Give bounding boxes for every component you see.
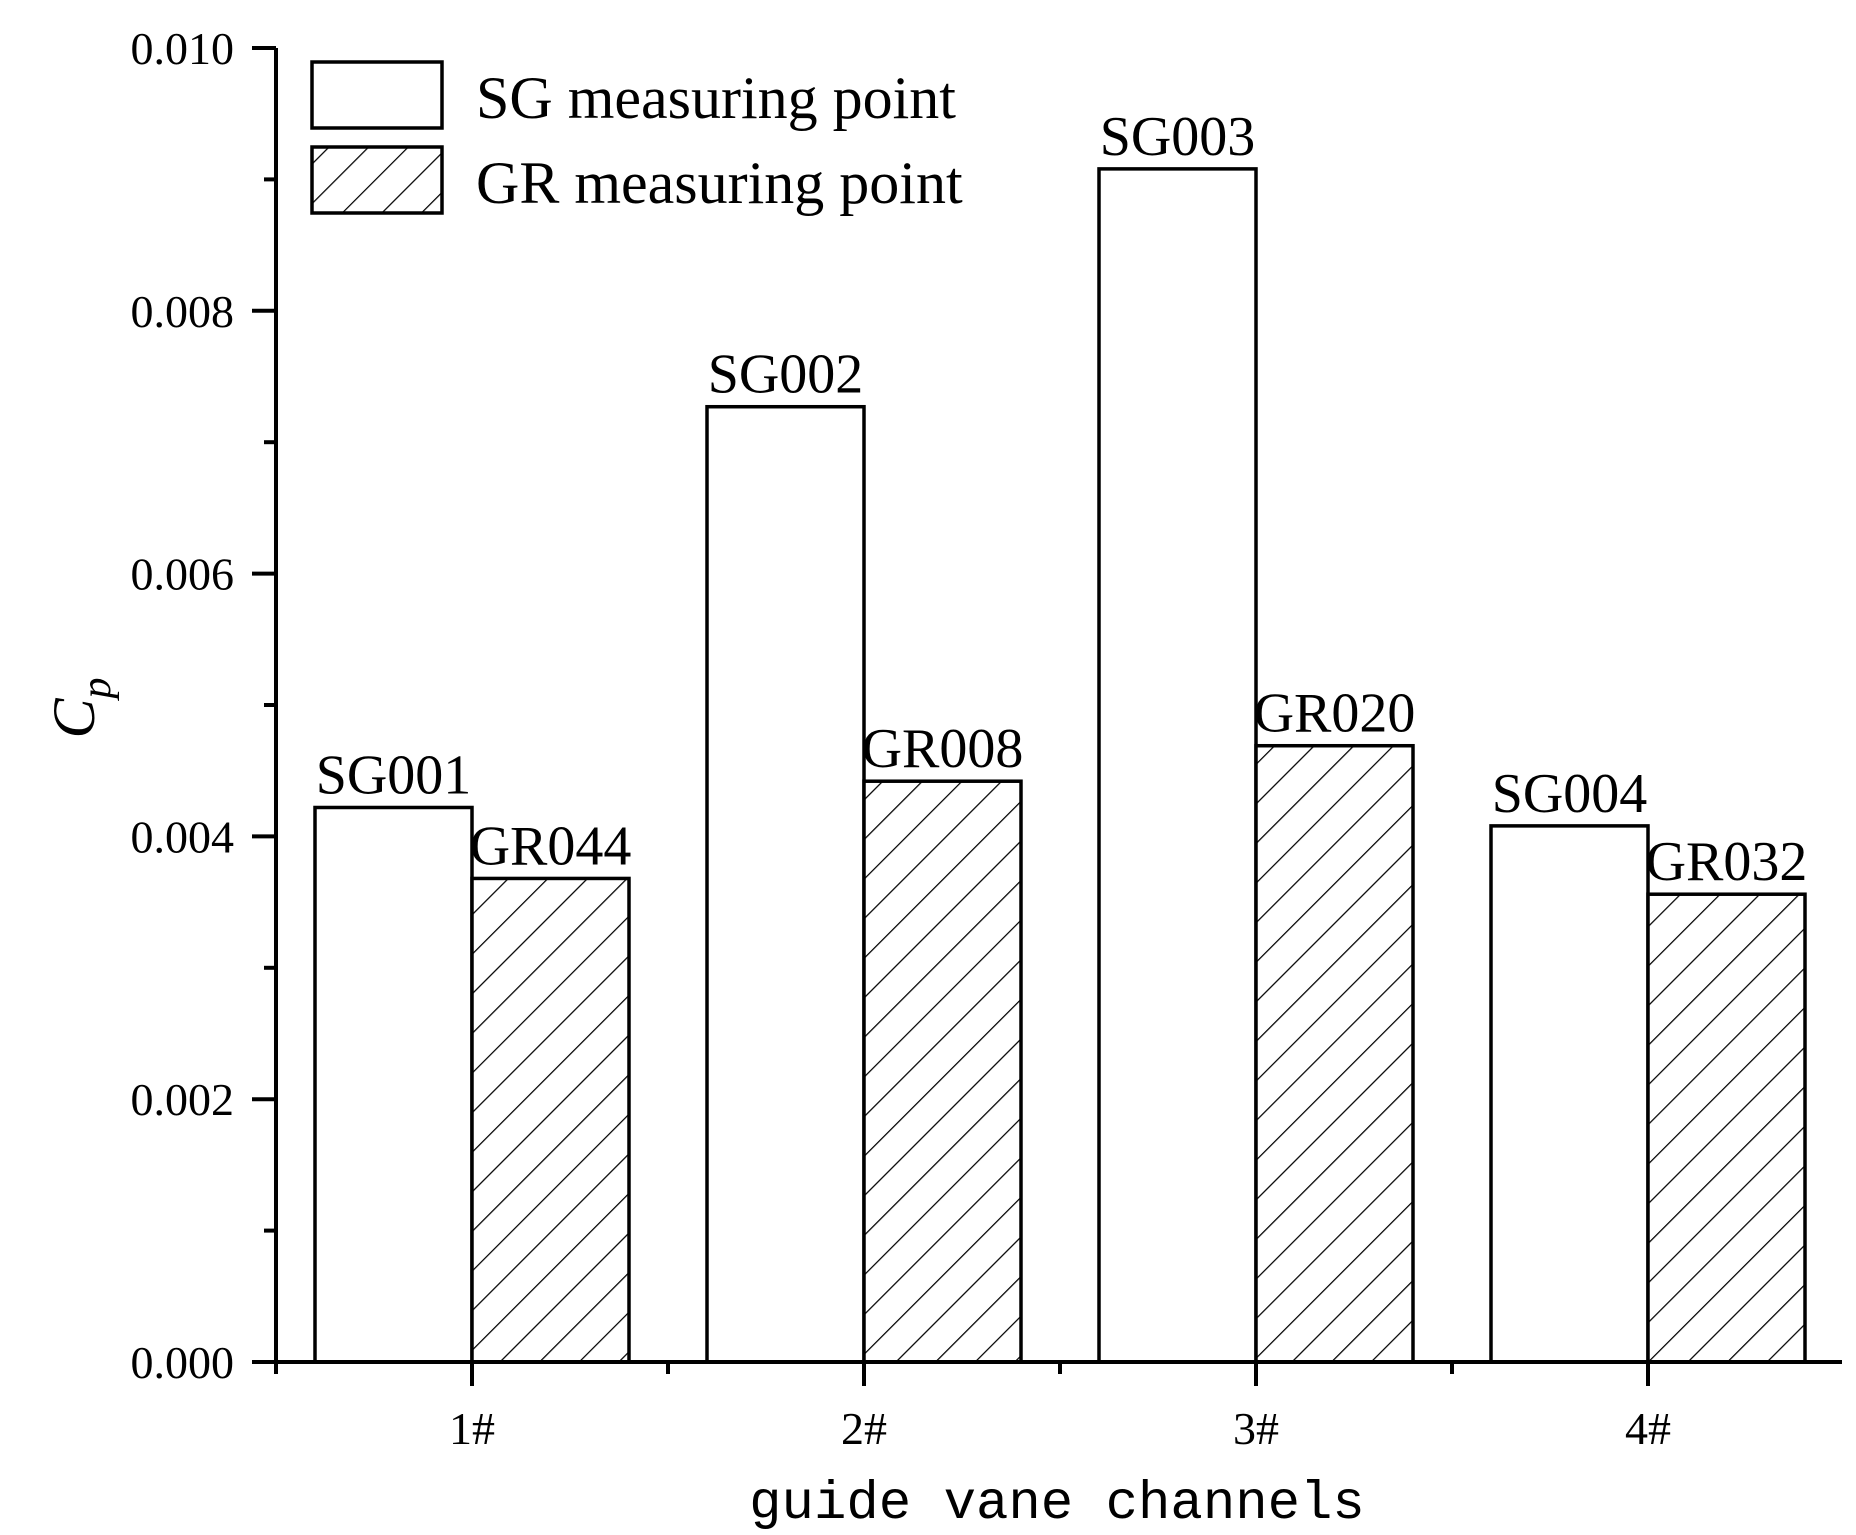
x-tick-label: 4# [1625, 1403, 1671, 1454]
bar-data-label: GR044 [470, 815, 632, 877]
y-tick-label: 0.010 [131, 23, 235, 74]
bar-sg [1097, 167, 1258, 1364]
bar-data-label: SG001 [316, 744, 472, 806]
bar-data-label: SG002 [708, 344, 864, 406]
bar-sg [1489, 824, 1650, 1364]
bars [313, 167, 1807, 1364]
bar-gr [1254, 743, 1415, 1364]
y-tick-label: 0.008 [131, 286, 235, 337]
legend-swatch-sg [310, 60, 444, 130]
x-ticks: 1# 2# 3# 4# [274, 1362, 1671, 1454]
bar-gr [862, 779, 1023, 1364]
y-tick-label: 0.006 [131, 549, 235, 600]
bar-data-label: SG004 [1492, 763, 1648, 825]
bar-sg [313, 805, 474, 1364]
bar-data-label: GR020 [1254, 683, 1416, 745]
y-axis-title-sub: p [74, 677, 120, 701]
x-axis-title: guide vane channels [749, 1474, 1365, 1535]
bar-gr [470, 876, 631, 1364]
y-tick-label: 0.000 [131, 1337, 235, 1388]
y-ticks: 0.000 0.002 0.004 0.006 0.008 0.010 [131, 23, 276, 1388]
y-tick-label: 0.004 [131, 811, 235, 862]
legend-label-sg: SG measuring point [476, 65, 956, 131]
x-tick-label: 2# [841, 1403, 887, 1454]
x-tick-label: 1# [449, 1403, 495, 1454]
bar-data-label: GR008 [862, 718, 1024, 780]
y-tick-label: 0.002 [131, 1074, 235, 1125]
bar-gr [1646, 892, 1807, 1364]
legend: SG measuring point GR measuring point [310, 60, 963, 216]
bar-sg [705, 404, 866, 1364]
y-axis-title: Cp [41, 677, 120, 738]
y-axis-title-main: C [41, 698, 107, 739]
bar-data-label: SG003 [1100, 106, 1256, 168]
legend-swatch-gr [310, 145, 444, 215]
x-tick-label: 3# [1233, 1403, 1279, 1454]
bar-data-label: GR032 [1646, 831, 1808, 893]
legend-label-gr: GR measuring point [476, 150, 963, 216]
